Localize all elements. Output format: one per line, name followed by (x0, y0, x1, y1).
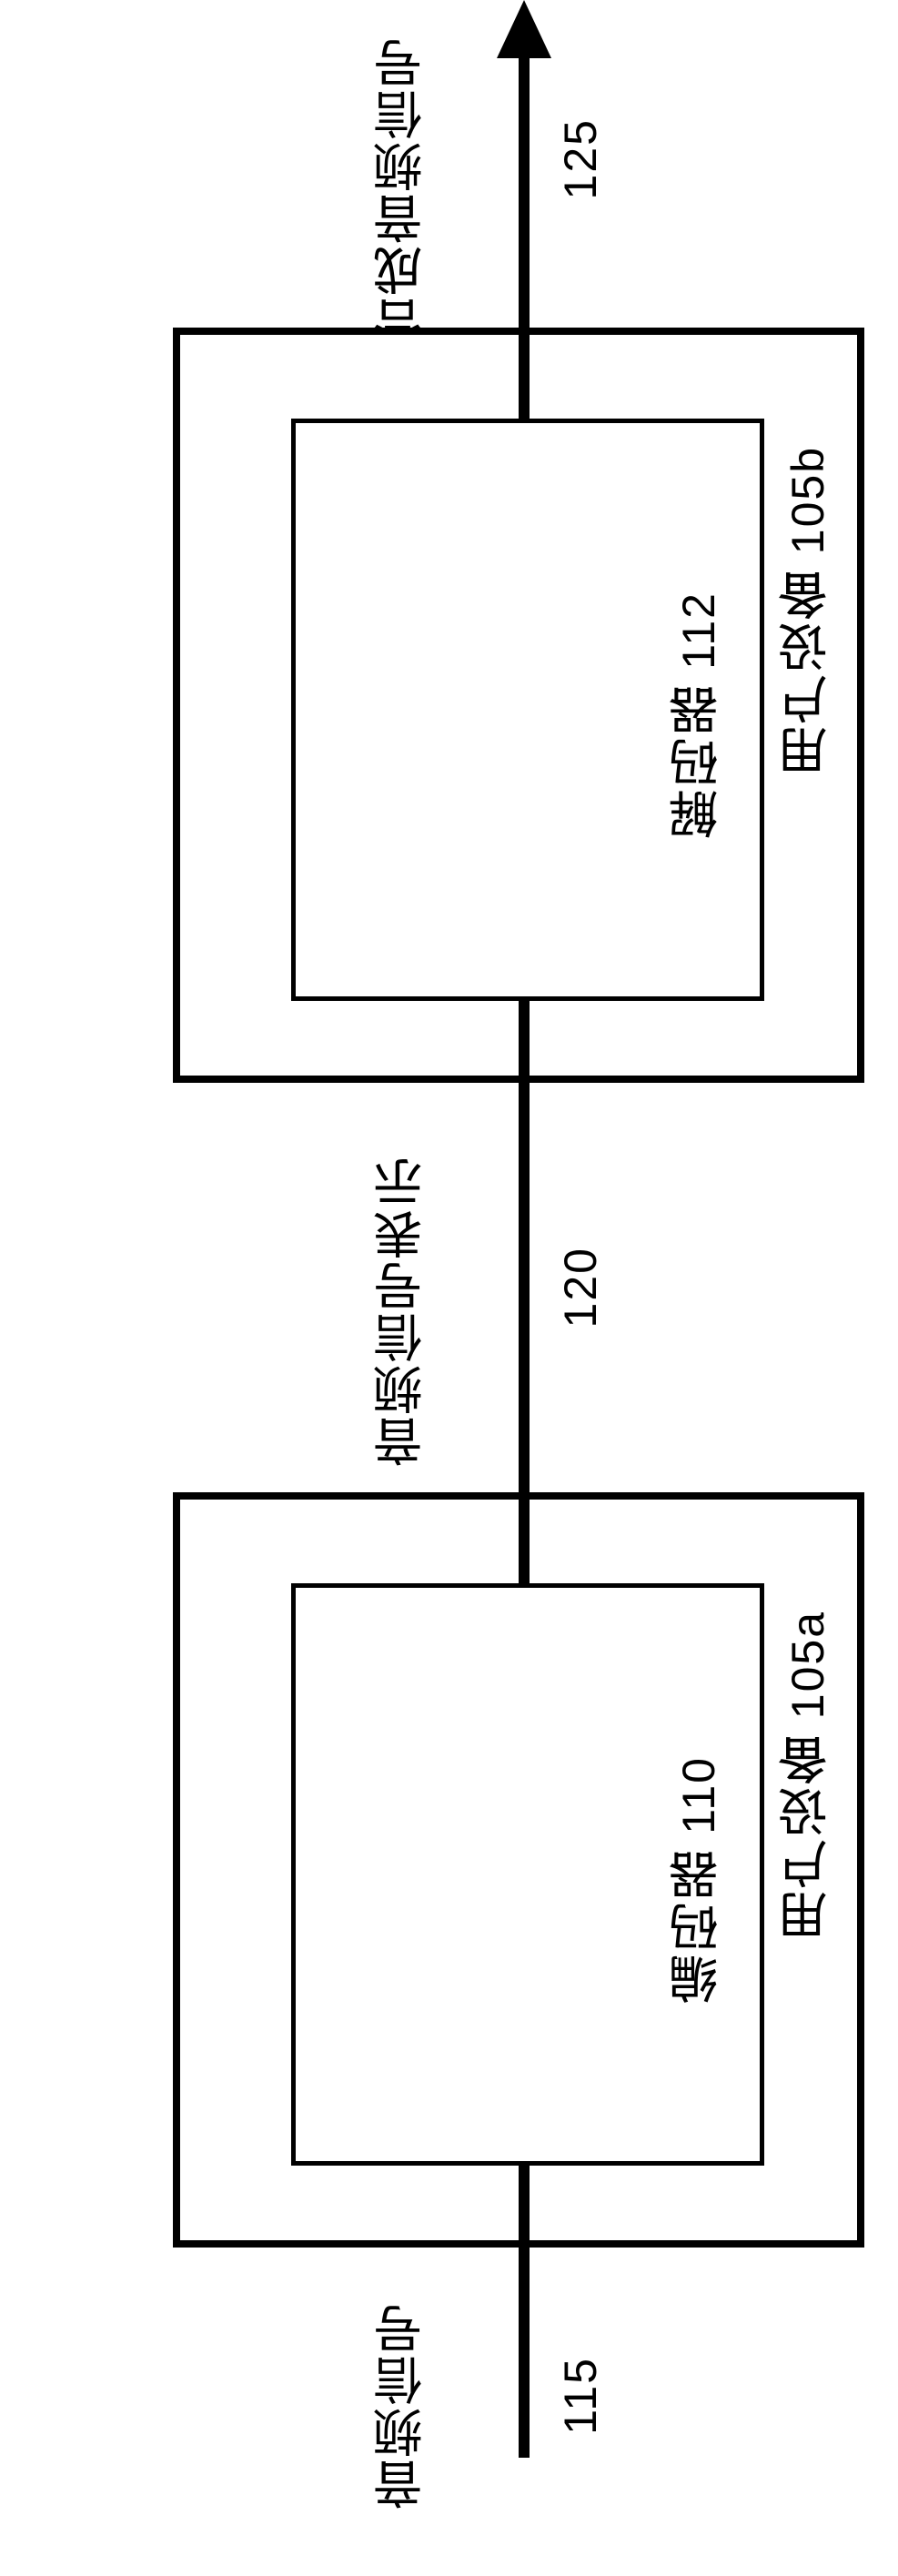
signal-line-decoder-top (519, 328, 530, 419)
signal-line-encoder-top (519, 1492, 530, 1583)
label-middle-signal: 音频信号表示 (378, 1156, 428, 1467)
diagram-canvas: 合成音频信号 125 用户设备 105b 解码器 112 音频信号表示 120 … (0, 0, 898, 2576)
label-middle-number: 120 (555, 1247, 605, 1328)
label-input-signal: 音频信号 (378, 2302, 428, 2510)
label-output-number: 125 (555, 118, 605, 199)
label-decoder-device: 用户设备 105b (782, 446, 832, 776)
label-input-number: 115 (555, 2357, 605, 2435)
label-encoder-block: 编码器 110 (673, 1756, 723, 2004)
label-decoder-block: 解码器 112 (673, 591, 723, 839)
arrow-head-output (497, 0, 551, 58)
signal-line-decoder-bottom (519, 1001, 530, 1083)
label-encoder-device: 用户设备 105a (782, 1611, 832, 1941)
label-output-signal: 合成音频信号 (378, 36, 428, 348)
signal-line-encoder-bottom (519, 2166, 530, 2248)
